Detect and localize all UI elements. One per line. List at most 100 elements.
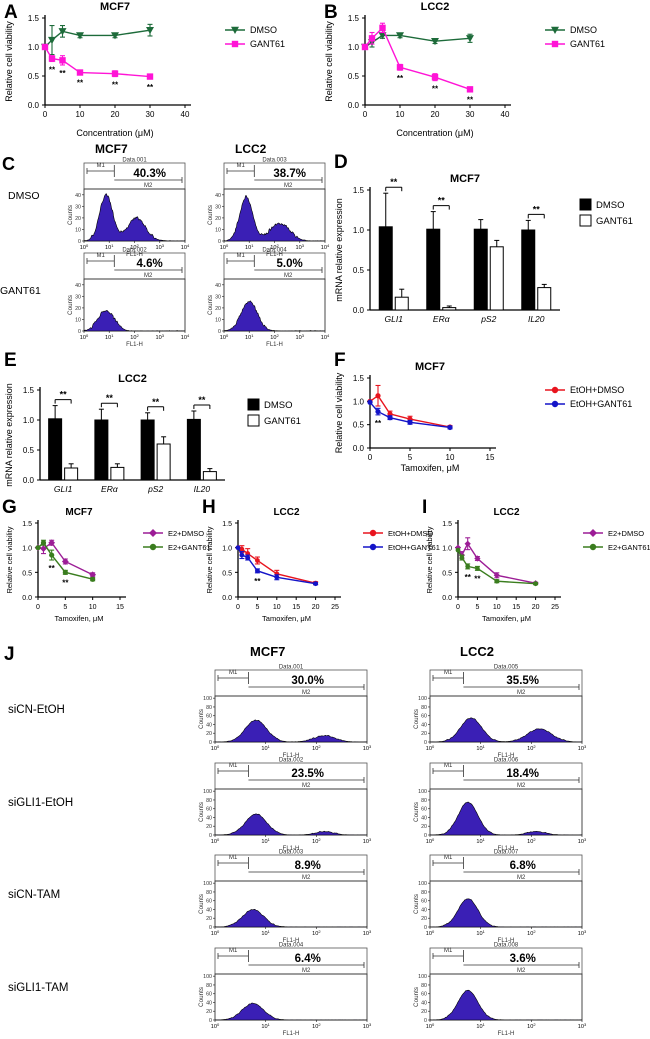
svg-text:1.0: 1.0 [353,226,365,235]
svg-text:Counts: Counts [207,205,214,225]
svg-text:60: 60 [421,714,427,720]
svg-text:M2: M2 [284,183,293,189]
svg-text:5: 5 [475,604,479,611]
svg-text:Relative cell viability: Relative cell viability [324,21,334,102]
svg-text:GANT61: GANT61 [264,416,301,427]
svg-text:M2: M2 [517,783,526,789]
svg-text:10: 10 [446,453,455,462]
svg-text:**: ** [198,395,206,405]
svg-text:40: 40 [501,110,510,119]
svg-text:100: 100 [80,333,89,342]
svg-text:40: 40 [215,193,221,199]
svg-text:0.0: 0.0 [222,595,232,602]
svg-text:100: 100 [203,696,212,702]
svg-text:103: 103 [363,744,372,753]
svg-text:ERα: ERα [433,314,451,324]
svg-text:Tamoxifen, μM: Tamoxifen, μM [262,614,311,623]
svg-text:Data.003: Data.003 [279,850,304,856]
svg-text:0.0: 0.0 [442,595,452,602]
svg-text:1.5: 1.5 [353,186,365,195]
svg-text:23.5%: 23.5% [291,768,324,780]
svg-text:DMSO: DMSO [596,200,625,211]
svg-text:10: 10 [75,317,81,323]
svg-text:20: 20 [532,604,540,611]
svg-text:LCC2: LCC2 [493,507,520,518]
svg-text:**: ** [533,204,541,214]
svg-text:20: 20 [75,306,81,312]
svg-text:**: ** [375,419,382,428]
svg-text:10: 10 [396,110,405,119]
svg-text:**: ** [438,196,446,206]
svg-text:20: 20 [206,731,212,737]
svg-text:30.0%: 30.0% [291,675,324,687]
svg-text:5: 5 [63,604,67,611]
svg-text:M1: M1 [229,763,238,769]
svg-text:1.5: 1.5 [348,14,360,23]
svg-text:40: 40 [421,815,427,821]
svg-text:E2+DMSO: E2+DMSO [608,529,644,538]
svg-text:M1: M1 [444,855,453,861]
svg-text:mRNA relative expression: mRNA relative expression [334,198,344,302]
svg-text:60: 60 [206,714,212,720]
svg-text:MCF7: MCF7 [100,1,130,13]
svg-text:80: 80 [421,982,427,988]
svg-text:100: 100 [211,929,220,938]
svg-text:E2+GANT61: E2+GANT61 [608,543,650,552]
svg-text:1.0: 1.0 [22,546,32,553]
svg-text:40: 40 [181,110,190,119]
svg-text:40: 40 [75,283,81,289]
svg-text:M2: M2 [144,183,153,189]
svg-text:LCC2: LCC2 [118,373,147,385]
svg-text:MCF7: MCF7 [65,507,93,518]
svg-text:40: 40 [206,722,212,728]
svg-text:**: ** [152,397,160,407]
svg-text:101: 101 [261,929,270,938]
svg-text:30: 30 [75,204,81,210]
svg-text:20: 20 [431,110,440,119]
svg-text:40: 40 [206,907,212,913]
svg-text:80: 80 [206,982,212,988]
svg-text:20: 20 [75,216,81,222]
svg-text:102: 102 [527,836,536,845]
svg-text:80: 80 [421,890,427,896]
svg-text:GANT61: GANT61 [570,39,605,49]
svg-text:LCC2: LCC2 [421,1,450,13]
svg-text:Data.004: Data.004 [262,248,287,254]
svg-text:104: 104 [321,333,330,342]
svg-text:Data.002: Data.002 [279,757,304,763]
svg-text:102: 102 [527,744,536,753]
svg-text:6.8%: 6.8% [510,860,536,872]
svg-text:IL20: IL20 [194,484,211,494]
svg-text:20: 20 [312,604,320,611]
svg-text:Relative cell viability: Relative cell viability [205,526,214,593]
svg-text:60: 60 [206,899,212,905]
svg-text:20: 20 [111,110,120,119]
svg-text:100: 100 [203,881,212,887]
svg-text:**: ** [112,81,119,90]
svg-text:5: 5 [408,453,413,462]
svg-text:IL20: IL20 [528,314,545,324]
svg-text:102: 102 [130,333,139,342]
svg-text:0.5: 0.5 [348,72,360,81]
svg-text:1.0: 1.0 [23,416,35,425]
svg-text:102: 102 [312,836,321,845]
svg-text:80: 80 [206,797,212,803]
svg-text:10: 10 [89,604,97,611]
svg-text:80: 80 [206,705,212,711]
svg-text:101: 101 [476,744,485,753]
svg-text:MCF7: MCF7 [450,173,480,185]
svg-text:Data.005: Data.005 [494,665,519,671]
svg-text:**: ** [390,177,398,187]
svg-text:Data.002: Data.002 [122,248,147,254]
svg-text:Counts: Counts [67,295,74,315]
svg-text:0.5: 0.5 [442,570,452,577]
svg-text:25: 25 [331,604,339,611]
svg-text:0.0: 0.0 [353,306,365,315]
svg-text:Counts: Counts [198,709,205,729]
svg-text:0: 0 [456,604,460,611]
svg-text:0.0: 0.0 [353,444,365,453]
svg-text:Counts: Counts [413,894,420,914]
svg-text:100: 100 [418,789,427,795]
svg-text:40: 40 [206,815,212,821]
svg-text:100: 100 [203,789,212,795]
